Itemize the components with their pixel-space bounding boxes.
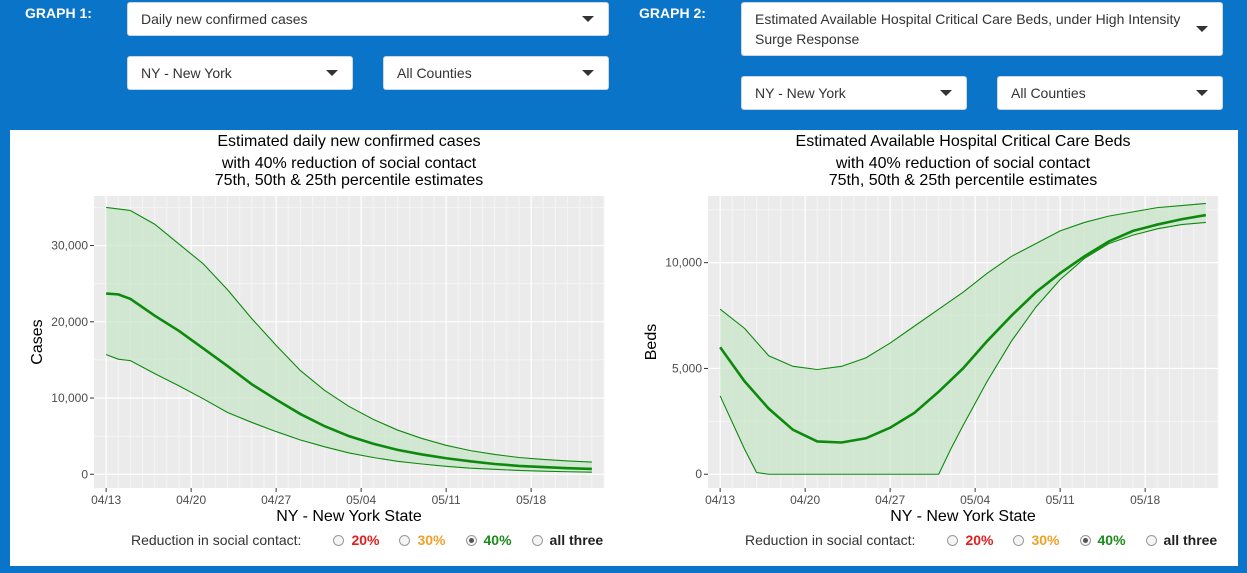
y-tick-label: 10,000 (665, 256, 702, 270)
x-tick-label: 05/11 (1046, 493, 1075, 507)
y-axis-label: Cases (29, 319, 46, 364)
radio-group-graph1: Reduction in social contact: 20% 30% 40%… (131, 530, 623, 550)
x-tick-label: 04/20 (176, 493, 206, 507)
graph2-label: GRAPH 2: (639, 5, 706, 21)
chevron-down-icon (1196, 90, 1208, 96)
radio-20[interactable]: 20% (947, 532, 993, 548)
chart-beds: Estimated Available Hospital Critical Ca… (643, 133, 1219, 525)
radio-all-three[interactable]: all three (531, 532, 603, 548)
radio-20[interactable]: 20% (333, 532, 379, 548)
y-tick-label: 30,000 (51, 239, 88, 253)
graph2-state-select[interactable]: NY - New York (741, 76, 967, 110)
chevron-down-icon (1196, 26, 1208, 32)
radio-icon (531, 534, 543, 546)
radio-icon (1145, 534, 1157, 546)
radio-40[interactable]: 40% (465, 532, 512, 548)
radio-selected-icon (465, 534, 477, 546)
x-tick-label: 05/18 (1130, 493, 1160, 507)
series-line-25th (719, 221, 1206, 475)
x-tick-label: 04/20 (790, 493, 820, 507)
y-tick-label: 10,000 (51, 391, 88, 405)
graph1-label: GRAPH 1: (25, 5, 92, 21)
graph2-state-value: NY - New York (755, 85, 846, 101)
series-line-50th (106, 292, 592, 471)
x-axis-label: NY - New York State (890, 508, 1036, 525)
radio-label: Reduction in social contact: (745, 532, 916, 548)
chevron-down-icon (326, 70, 338, 76)
graph1-state-select[interactable]: NY - New York (127, 56, 353, 90)
radio-icon (333, 534, 345, 546)
chart-title-line: Estimated daily new confirmed cases (217, 133, 480, 150)
x-tick-label: 04/13 (91, 493, 121, 507)
radio-icon (947, 534, 959, 546)
y-axis-label: Beds (643, 324, 660, 360)
x-tick-label: 05/04 (960, 493, 990, 507)
x-axis-label: NY - New York State (276, 508, 422, 525)
series-line-50th (719, 213, 1207, 444)
x-tick-label: 04/27 (261, 493, 291, 507)
x-tick-label: 04/27 (875, 493, 905, 507)
x-tick-label: 05/18 (516, 493, 546, 507)
graph1-state-value: NY - New York (141, 65, 232, 81)
confidence-band (106, 207, 592, 473)
radio-40[interactable]: 40% (1079, 532, 1126, 548)
x-tick-label: 05/04 (346, 493, 376, 507)
confidence-band (720, 203, 1206, 475)
chart-title-line: with 40% reduction of social contact (221, 155, 477, 172)
graph1-metric-select[interactable]: Daily new confirmed cases (127, 2, 609, 36)
chart-title-line: with 40% reduction of social contact (835, 155, 1091, 172)
controls-bar: GRAPH 1: Daily new confirmed cases NY - … (0, 0, 1247, 130)
radio-group-graph2: Reduction in social contact: 20% 30% 40%… (745, 530, 1237, 550)
radio-icon (1013, 534, 1025, 546)
chart-title-line: 75th, 50th & 25th percentile estimates (829, 172, 1098, 189)
y-tick-label: 5,000 (672, 361, 702, 375)
graph2-county-select[interactable]: All Counties (997, 76, 1223, 110)
chart-cases: Estimated daily new confirmed cases with … (29, 133, 605, 525)
graph1-county-select[interactable]: All Counties (383, 56, 609, 90)
graph2-county-value: All Counties (1011, 85, 1086, 101)
graph1-county-value: All Counties (397, 65, 472, 81)
radio-30[interactable]: 30% (399, 532, 446, 548)
graph1-metric-value: Daily new confirmed cases (141, 11, 308, 27)
y-tick-label: 20,000 (51, 315, 88, 329)
chevron-down-icon (582, 70, 594, 76)
chevron-down-icon (940, 90, 952, 96)
chart-title-line: 75th, 50th & 25th percentile estimates (215, 172, 484, 189)
series-line-25th (105, 354, 592, 473)
radio-label: Reduction in social contact: (131, 532, 302, 548)
radio-all-three[interactable]: all three (1145, 532, 1217, 548)
x-tick-label: 04/13 (705, 493, 735, 507)
graph2-metric-value: Estimated Available Hospital Critical Ca… (755, 11, 1181, 47)
x-tick-label: 05/11 (432, 493, 461, 507)
graph2-metric-select[interactable]: Estimated Available Hospital Critical Ca… (741, 2, 1223, 56)
series-line-75th (106, 206, 592, 463)
radio-30[interactable]: 30% (1013, 532, 1060, 548)
chart-title-line: Estimated Available Hospital Critical Ca… (796, 133, 1131, 150)
y-tick-label: 0 (81, 467, 88, 481)
radio-icon (399, 534, 411, 546)
chevron-down-icon (582, 16, 594, 22)
series-line-75th (719, 202, 1206, 371)
y-tick-label: 0 (695, 467, 702, 481)
radio-selected-icon (1079, 534, 1091, 546)
